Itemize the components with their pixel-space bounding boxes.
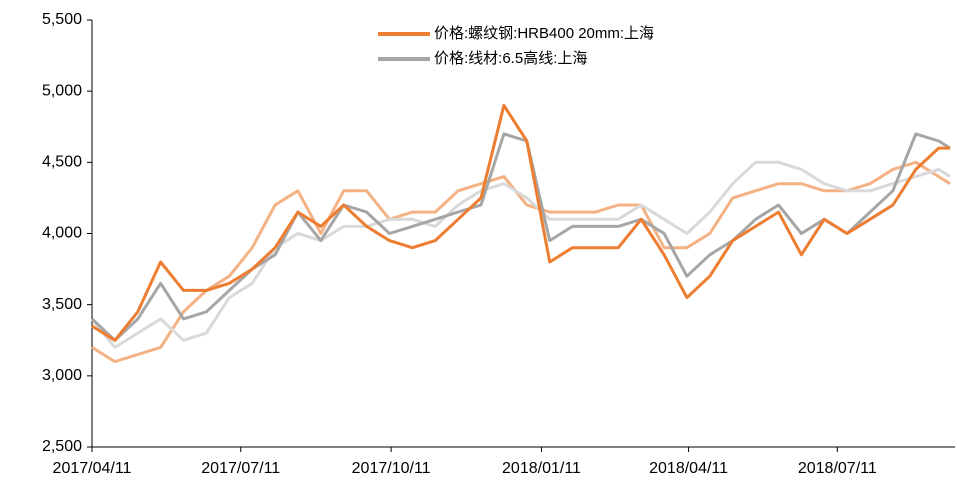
series-line [91,103,951,342]
x-tick-label: 2018/04/11 [649,460,728,477]
x-tick-label: 2018/07/11 [798,460,877,477]
y-tick-label: 5,500 [42,11,82,28]
y-tick-label: 4,000 [42,225,82,242]
legend-label: 价格:线材:6.5高线:上海 [434,50,587,67]
x-tick-label: 2017/10/11 [352,460,431,477]
y-tick-label: 4,500 [42,154,82,171]
x-tick-label: 2018/01/11 [502,460,581,477]
y-tick-label: 3,000 [42,367,82,384]
x-tick-label: 2017/04/11 [53,460,132,477]
series-line [91,160,951,364]
y-tick-label: 5,000 [42,82,82,99]
y-tick-label: 3,500 [42,296,82,313]
x-tick-label: 2017/07/11 [201,460,280,477]
legend-label: 价格:螺纹钢:HRB400 20mm:上海 [434,25,654,42]
series-line [90,160,951,349]
y-tick-label: 2,500 [42,438,82,455]
